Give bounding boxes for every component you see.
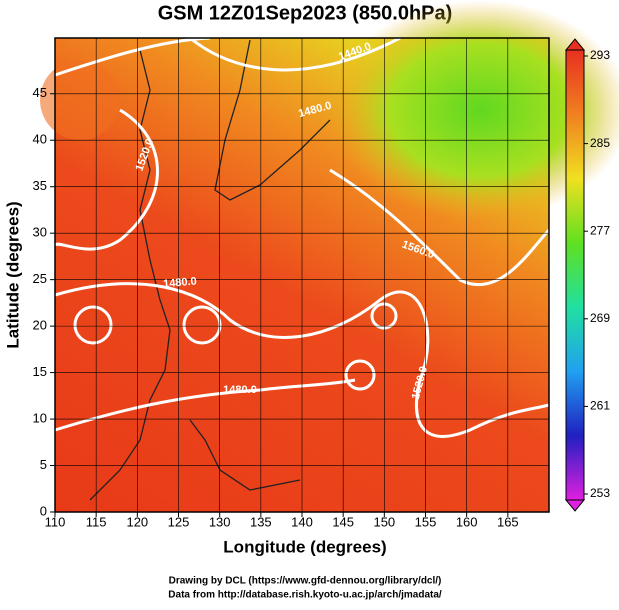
y-tick-label: 0 bbox=[40, 503, 47, 518]
y-tick-label: 40 bbox=[33, 132, 47, 147]
axes: 110 115 120 125 130 135 140 145 150 155 160 165 0 5 10… bbox=[33, 85, 519, 529]
plot-area: 1440.01480.01520.01560.01480.01480.01520… bbox=[40, 0, 619, 513]
y-tick-label: 25 bbox=[33, 271, 47, 286]
x-tick-label: 165 bbox=[497, 514, 519, 529]
colorbar-tick-label: 261 bbox=[590, 399, 610, 413]
colorbar-scale bbox=[565, 49, 585, 501]
x-tick-label: 150 bbox=[373, 514, 395, 529]
contour-label: 1480.0 bbox=[223, 384, 257, 396]
chart-title: GSM 12Z01Sep2023 (850.0hPa) bbox=[158, 2, 453, 24]
y-tick-label: 45 bbox=[33, 85, 47, 100]
colorbar: 253 261 269 277 285 293 bbox=[564, 38, 610, 512]
x-tick-label: 130 bbox=[209, 514, 231, 529]
contour-label: 1480.0 bbox=[163, 275, 198, 290]
x-tick-label: 140 bbox=[291, 514, 313, 529]
credit: Drawing by DCL (https://www.gfd-dennou.o… bbox=[169, 576, 442, 587]
x-tick-label: 155 bbox=[415, 514, 437, 529]
x-tick-label: 135 bbox=[250, 514, 272, 529]
grid bbox=[54, 38, 549, 513]
y-tick-label: 20 bbox=[33, 318, 47, 333]
x-tick-label: 145 bbox=[332, 514, 354, 529]
y-tick-label: 30 bbox=[33, 225, 47, 240]
x-tick-label: 160 bbox=[456, 514, 478, 529]
y-tick-label: 10 bbox=[33, 410, 47, 425]
cold-region bbox=[330, 0, 619, 220]
warm-region bbox=[40, 60, 120, 140]
y-tick-label: 35 bbox=[33, 178, 47, 193]
colorbar-extend bbox=[564, 38, 586, 51]
credit: Data from http://database.rish.kyoto-u.a… bbox=[168, 590, 442, 601]
x-tick-label: 110 bbox=[45, 514, 66, 529]
x-tick-label: 115 bbox=[86, 514, 107, 529]
colorbar-tick-label: 269 bbox=[590, 311, 610, 325]
x-tick-label: 120 bbox=[126, 514, 148, 529]
colorbar-tick-label: 293 bbox=[590, 48, 610, 62]
x-tick-label: 125 bbox=[168, 514, 190, 529]
y-tick-label: 5 bbox=[40, 457, 47, 472]
colorbar-tick-label: 277 bbox=[590, 223, 610, 237]
coastlines bbox=[89, 39, 331, 501]
y-axis-label: Latitude (degrees) bbox=[3, 201, 22, 348]
y-tick-label: 15 bbox=[33, 364, 47, 379]
x-axis-label: Longitude (degrees) bbox=[223, 537, 386, 556]
colorbar-tick-label: 253 bbox=[590, 486, 610, 500]
colorbar-extend bbox=[564, 499, 586, 512]
colorbar-tick-label: 285 bbox=[590, 136, 610, 150]
